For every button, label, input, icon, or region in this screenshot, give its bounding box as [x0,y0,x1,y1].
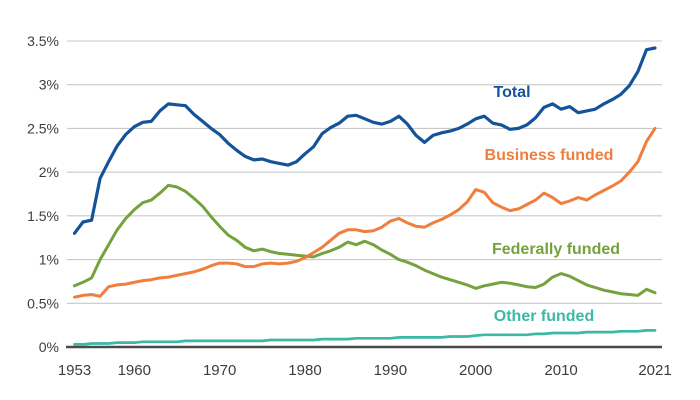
y-tick-label: 0.5% [27,295,59,311]
series-label-federally-funded: Federally funded [492,241,620,258]
x-tick-label: 1953 [58,362,91,379]
x-tick-label: 1970 [203,362,236,379]
x-tick-label: 2000 [459,362,492,379]
x-tick-label: 1990 [374,362,407,379]
series-lines [72,46,657,346]
x-tick-label: 1980 [288,362,321,379]
series-inline-labels: Total Business funded Federally funded O… [485,84,620,325]
y-tick-label: 3% [39,77,59,93]
y-axis-tick-labels: 0% 0.5% 1% 1.5% 2% 2.5% 3% 3.5% [27,33,59,355]
gridlines [66,40,662,349]
series-label-total: Total [493,84,530,101]
series-line-total [72,46,657,235]
y-tick-label: 0% [39,339,59,355]
y-tick-label: 2.5% [27,120,59,136]
series-line-federally-funded [73,183,657,297]
y-tick-label: 1.5% [27,208,59,224]
series-label-business-funded: Business funded [485,147,614,164]
series-line-business-funded [73,126,657,299]
x-axis-tick-labels: 1953 1960 1970 1980 1990 2000 2010 2021 [58,362,672,379]
x-tick-label: 2010 [544,362,577,379]
y-tick-label: 1% [39,252,59,268]
x-tick-label: 2021 [638,362,671,379]
y-tick-label: 3.5% [27,33,59,49]
series-line-other-funded [73,329,657,346]
y-tick-label: 2% [39,164,59,180]
series-label-other-funded: Other funded [494,308,594,325]
x-tick-label: 1960 [118,362,151,379]
